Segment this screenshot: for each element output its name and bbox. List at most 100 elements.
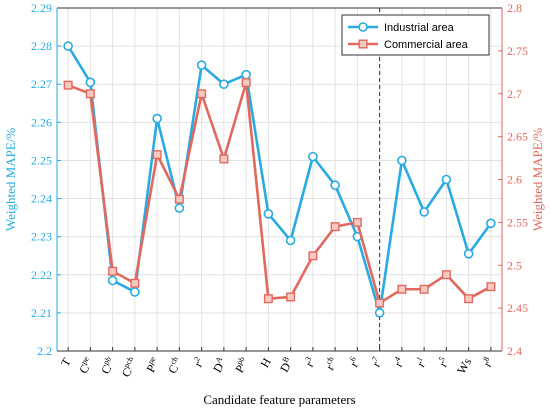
x-tick-label: r3: [301, 355, 318, 369]
x-tick-label-text: DB: [276, 355, 296, 375]
data-point-0: [374, 308, 385, 318]
series-line-0: [67, 45, 492, 315]
y-left-tick-label: 2.27: [31, 77, 52, 91]
x-tick-label-text: Cpb: [97, 355, 118, 376]
data-point-1: [241, 78, 251, 88]
x-tick-label: Ppb: [231, 355, 251, 375]
x-tick-label-base: r: [414, 359, 428, 369]
x-tick-label: DB: [276, 355, 296, 375]
data-point-0: [397, 155, 407, 166]
x-tick-label-superscript: A: [214, 355, 225, 365]
x-tick-label-superscript: ch: [168, 355, 180, 366]
x-tick-label-text: Ws: [454, 355, 474, 376]
x-tick-label-superscript: B: [281, 355, 291, 364]
y-right-tick-label: 2.75: [507, 44, 528, 58]
x-tick-label-superscript: 3: [303, 355, 313, 363]
x-tick-label-base: r: [480, 359, 494, 369]
data-point-1: [375, 298, 385, 308]
data-point-0: [107, 275, 118, 286]
legend-marker-circle: [358, 22, 368, 32]
x-tick-label: r2: [191, 355, 205, 369]
x-tick-label: Cch: [165, 355, 181, 376]
y-left-tick-label: 2.24: [31, 192, 52, 206]
x-tick-label: r7: [369, 355, 383, 369]
axes-layer: 2.2 2.21 2.22 2.23 2.24 2.25 2.26 2.27 2.28 2.29 2…: [31, 1, 528, 379]
x-tick-label-base: r: [191, 359, 205, 369]
data-point-0: [263, 209, 274, 219]
x-tick-label: DA: [209, 355, 229, 375]
x-axis-label: Candidate feature parameters: [203, 392, 355, 407]
x-tick-label-base: r: [436, 359, 450, 369]
y-left-tick-label: 2.25: [31, 153, 52, 167]
x-tick-label-text: Ppb: [231, 355, 251, 375]
legend-label: Industrial area: [384, 22, 455, 34]
data-point-0: [219, 79, 229, 90]
y-right-tick-label: 2.7: [507, 87, 522, 101]
data-point-1: [174, 194, 184, 204]
x-tick-label-text: DA: [209, 355, 229, 375]
data-point-0: [63, 41, 73, 51]
y-right-tick-label: 2.55: [507, 215, 528, 229]
data-point-1: [130, 278, 140, 288]
y-axis-right-label: Weighted MAPE/%: [530, 128, 545, 231]
data-point-1: [63, 80, 73, 90]
x-tick-label: Ws: [454, 355, 474, 376]
data-point-1: [85, 89, 95, 99]
data-point-0: [486, 218, 496, 229]
x-tick-label-base: r: [347, 359, 361, 369]
y-right-tick-label: 2.4: [507, 344, 522, 358]
y-right-tick-label: 2.8: [507, 1, 522, 15]
data-point-1: [464, 294, 474, 304]
data-point-1: [197, 89, 207, 99]
x-tick-label: Cpe: [75, 355, 96, 376]
x-tick-label-superscript: pb: [101, 355, 113, 366]
label-layer: Candidate feature parameters Weighted MA…: [3, 128, 545, 407]
x-tick-label-text: Cpe: [75, 355, 96, 376]
x-tick-label: r1: [414, 355, 428, 369]
y-left-tick-label: 2.29: [31, 1, 52, 15]
x-tick-label-text: r4: [390, 355, 407, 369]
grid-layer: [57, 7, 502, 352]
x-tick-label-base: Ws: [454, 355, 474, 376]
data-point-0: [85, 77, 96, 88]
legend-label: Commercial area: [384, 39, 469, 51]
x-tick-label-base: H: [258, 355, 275, 370]
y-left-tick-label: 2.23: [31, 230, 52, 244]
x-tick-label-superscript: 6: [348, 355, 358, 363]
x-tick-label-superscript: ch: [324, 355, 336, 366]
y-left-tick-label: 2.22: [31, 268, 52, 282]
data-point-1: [330, 222, 340, 232]
x-tick-label-text: r8: [479, 355, 496, 369]
y-axis-left-label: Weighted MAPE/%: [3, 128, 18, 231]
x-tick-label-text: Cpch: [118, 355, 141, 379]
legend: Industrial area Commercial area: [341, 14, 490, 56]
x-tick-label: Cpch: [118, 355, 141, 379]
data-point-1: [152, 150, 162, 160]
x-tick-label: H: [258, 355, 275, 370]
x-tick-label-base: T: [58, 355, 74, 369]
x-tick-label-superscript: 1: [415, 355, 425, 363]
y-left-tick-label: 2.21: [31, 306, 52, 320]
y-right-tick-label: 2.65: [507, 130, 528, 144]
y-left-tick-label: 2.26: [31, 115, 52, 129]
data-point-0: [152, 113, 162, 124]
data-point-0: [463, 249, 474, 259]
data-point-1: [308, 251, 318, 261]
legend-marker-square: [358, 39, 368, 49]
data-point-0: [241, 69, 251, 80]
data-point-0: [285, 235, 296, 246]
x-tick-label-text: T: [58, 355, 74, 369]
data-point-0: [308, 151, 318, 162]
x-tick-label-text: r3: [301, 355, 318, 369]
data-point-0: [196, 60, 207, 70]
y-right-tick-label: 2.6: [507, 173, 522, 187]
data-point-0: [441, 174, 452, 185]
x-tick-label-text: Ppe: [143, 355, 163, 375]
data-point-1: [486, 282, 496, 292]
x-tick-label-text: rch: [322, 355, 341, 373]
x-tick-label-superscript: 7: [370, 355, 380, 363]
y-right-tick-label: 2.5: [507, 258, 522, 272]
x-tick-label: r6: [347, 355, 361, 369]
